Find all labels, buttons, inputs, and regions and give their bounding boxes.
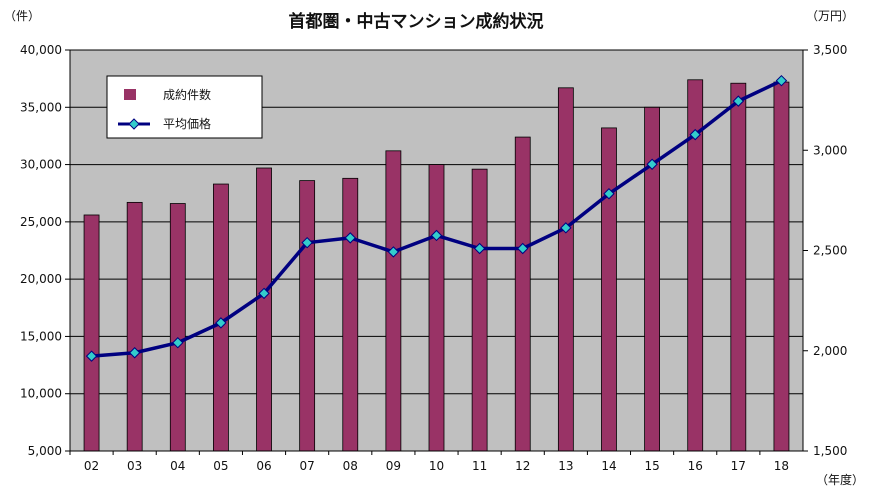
- left-tick-label: 15,000: [20, 329, 62, 343]
- line-point: [85, 350, 98, 362]
- x-tick-label: 18: [774, 459, 789, 473]
- line-point: [732, 95, 745, 107]
- line-point: [517, 242, 529, 255]
- left-tick-label: 20,000: [20, 272, 62, 286]
- line-point: [172, 337, 184, 349]
- legend-bar-swatch: [124, 89, 136, 100]
- left-tick-label: 10,000: [20, 387, 62, 401]
- chart-title: 首都圏・中古マンション成約状況: [289, 11, 544, 32]
- x-tick-label: 10: [429, 459, 444, 473]
- bar: [514, 136, 531, 452]
- bar: [557, 87, 574, 452]
- bar: [385, 150, 402, 452]
- x-tick-label: 11: [472, 459, 487, 473]
- line-point: [301, 236, 313, 249]
- x-tick-label: 04: [170, 459, 185, 473]
- x-tick-label: 05: [213, 459, 228, 473]
- x-tick-label: 02: [84, 459, 99, 473]
- bar: [342, 177, 359, 452]
- line-point: [430, 229, 443, 242]
- line-point: [215, 317, 227, 329]
- legend-line-label: 平均価格: [163, 116, 211, 131]
- right-tick-label: 1,500: [813, 444, 847, 458]
- line-point: [603, 188, 615, 200]
- bar: [256, 167, 272, 452]
- left-tick-label: 40,000: [20, 43, 62, 57]
- legend-bar-label: 成約件数: [163, 87, 211, 102]
- line-point: [646, 158, 658, 170]
- x-tick-label: 16: [688, 459, 703, 473]
- bar: [299, 180, 316, 452]
- bar: [169, 203, 186, 452]
- legend-line-marker: [128, 118, 140, 130]
- right-tick-label: 2,000: [813, 344, 847, 358]
- left-axis-unit: （件）: [4, 9, 40, 23]
- line-point: [560, 222, 572, 234]
- x-tick-label: 14: [601, 459, 616, 473]
- x-tick-label: 17: [731, 459, 746, 473]
- bar: [126, 201, 143, 452]
- left-tick-label: 25,000: [20, 215, 62, 229]
- right-tick-label: 2,500: [813, 244, 847, 258]
- left-tick-label: 35,000: [20, 100, 62, 114]
- x-tick-label: 13: [558, 459, 573, 473]
- right-axis-unit: （万円）: [806, 9, 854, 23]
- left-axis-ticks: 5,000 10,000 15,000 20,000 25,000 30,000 35,00…: [20, 43, 70, 458]
- x-tick-label: 09: [386, 459, 401, 473]
- left-tick-label: 30,000: [20, 158, 62, 172]
- bar: [83, 214, 100, 452]
- line-point: [689, 128, 701, 141]
- bar: [773, 81, 790, 452]
- x-tick-label: 08: [343, 459, 358, 473]
- right-tick-label: 3,500: [813, 43, 847, 57]
- line-point: [775, 74, 788, 87]
- x-tick-label: 12: [515, 459, 530, 473]
- x-tick-label: 06: [256, 459, 271, 473]
- right-axis-ticks: 1,500 2,000 2,500 3,000 3,500: [803, 43, 847, 458]
- x-tick-label: 03: [127, 459, 142, 473]
- x-tick-label: 07: [300, 459, 315, 473]
- line-point: [473, 242, 486, 255]
- line-point: [128, 347, 141, 359]
- left-tick-label: 5,000: [28, 444, 62, 458]
- bar: [428, 164, 445, 452]
- legend: 成約件数 平均価格: [106, 75, 263, 139]
- line-point: [344, 232, 356, 244]
- x-tick-label: 15: [644, 459, 659, 473]
- right-tick-label: 3,000: [813, 143, 847, 157]
- line-series: [85, 74, 788, 362]
- x-axis-ticks: 02 03 04 05 06 07 08 09 10 11 12 13 14 15 16 17 18: [69, 451, 789, 473]
- x-axis-unit: （年度）: [816, 472, 864, 487]
- line-point: [387, 246, 400, 258]
- line-point: [258, 287, 270, 300]
- bar: [471, 168, 488, 452]
- bar: [730, 82, 747, 452]
- bar: [601, 127, 617, 452]
